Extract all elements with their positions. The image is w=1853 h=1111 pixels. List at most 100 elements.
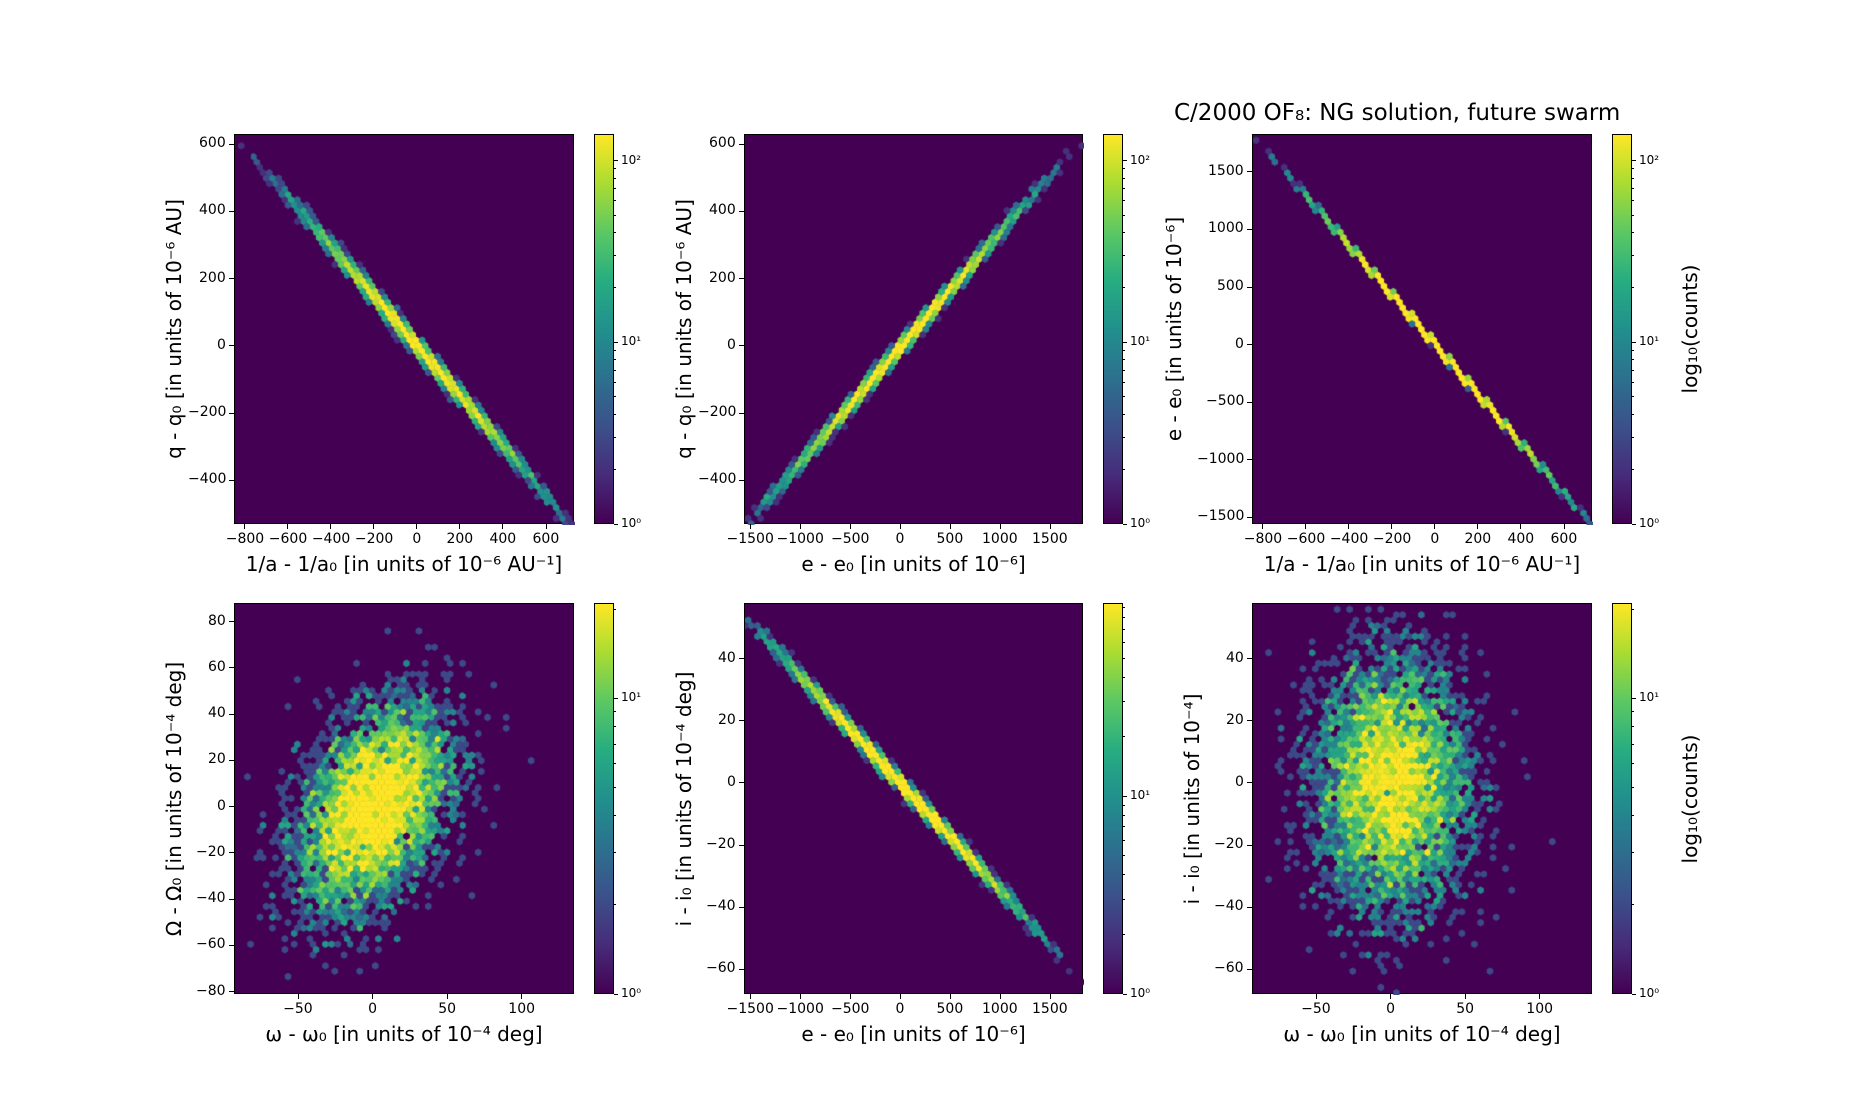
colorbar-minor-tick: [1123, 736, 1125, 738]
hexbin-panel-2: [744, 134, 1084, 525]
hexbin-panel-6: [1252, 603, 1593, 995]
x-axis-label: 1/a - 1/a₀ [in units of 10⁻⁶ AU⁻¹]: [245, 552, 563, 576]
x-tick-label: 500: [936, 531, 964, 547]
colorbar-minor-tick: [1123, 350, 1125, 352]
y-tick: [739, 720, 744, 722]
y-tick-label: 40: [1226, 649, 1244, 666]
y-tick-label: 600: [199, 135, 226, 152]
y-tick: [739, 782, 744, 784]
x-tick: [330, 524, 332, 529]
colorbar-minor-tick: [1123, 804, 1125, 806]
x-tick: [502, 524, 504, 529]
colorbar-minor-tick: [1123, 657, 1125, 659]
y-tick: [229, 667, 234, 669]
colorbar-tick-label: 10¹: [1130, 788, 1151, 803]
x-tick-label: 400: [489, 531, 517, 547]
colorbar-minor-tick: [614, 711, 616, 713]
y-tick: [229, 479, 234, 481]
y-tick: [229, 412, 234, 414]
colorbar-minor-tick: [1632, 177, 1634, 179]
x-tick-label: 200: [446, 531, 474, 547]
y-tick: [1247, 720, 1252, 722]
colorbar-minor-tick: [1123, 641, 1125, 643]
colorbar-minor-tick: [1632, 255, 1634, 257]
x-tick: [373, 524, 375, 529]
x-tick-label: 0: [895, 531, 905, 547]
y-tick-label: 0: [217, 336, 226, 353]
y-tick: [739, 968, 744, 970]
y-tick-label: 40: [718, 649, 736, 666]
y-tick: [739, 412, 744, 414]
colorbar-minor-tick: [1632, 743, 1634, 745]
y-tick-label: −1000: [1197, 450, 1245, 467]
hexbin-panel-1: [234, 134, 575, 525]
x-tick: [545, 524, 547, 529]
y-tick: [1247, 968, 1252, 970]
x-tick: [1305, 524, 1307, 529]
colorbar-minor-tick: [1123, 839, 1125, 841]
hexbin-panel-3: [1252, 134, 1593, 525]
x-tick-label: −400: [1329, 531, 1369, 547]
y-tick-label: −200: [698, 404, 737, 421]
x-tick: [1390, 994, 1392, 999]
colorbar-minor-tick: [1123, 676, 1125, 678]
colorbar-minor-tick: [1123, 359, 1125, 361]
colorbar-minor-tick: [1632, 468, 1634, 470]
x-tick: [1477, 524, 1479, 529]
figure-title: C/2000 OF₈: NG solution, future swarm: [1174, 100, 1621, 126]
y-tick: [739, 345, 744, 347]
y-tick: [229, 759, 234, 761]
x-axis-label: ω - ω₀ [in units of 10⁻⁴ deg]: [265, 1022, 543, 1046]
hexbin-plot: [235, 135, 575, 525]
x-tick: [999, 994, 1001, 999]
hexbin-plot: [235, 604, 575, 995]
y-axis-label: i - i₀ [in units of 10⁻⁴]: [1180, 693, 1204, 904]
colorbar-minor-tick: [1123, 628, 1125, 630]
colorbar-minor-tick: [614, 852, 616, 854]
x-tick-label: 0: [895, 1001, 905, 1017]
x-tick: [521, 994, 523, 999]
x-tick: [1539, 994, 1541, 999]
colorbar: [1103, 134, 1123, 524]
colorbar-minor-tick: [1123, 168, 1125, 170]
y-axis-label: e - e₀ [in units of 10⁻⁶]: [1162, 216, 1186, 442]
colorbar-tick: [614, 341, 618, 343]
y-tick: [1247, 344, 1252, 346]
colorbar-minor-tick: [1632, 726, 1634, 728]
x-tick-label: 0: [1386, 1001, 1396, 1017]
colorbar-tick-label: 10¹: [1130, 334, 1151, 349]
y-tick: [229, 210, 234, 212]
x-tick-label: −1000: [776, 531, 824, 547]
y-tick-label: −20: [196, 843, 226, 860]
y-tick-label: −40: [1214, 898, 1244, 915]
y-tick: [229, 345, 234, 347]
colorbar-minor-tick: [614, 815, 616, 817]
x-tick-label: −1500: [726, 1001, 774, 1017]
x-tick-label: 1000: [982, 531, 1018, 547]
colorbar-tick: [1632, 993, 1636, 995]
colorbar-minor-tick: [614, 200, 616, 202]
hexbin-plot: [1253, 604, 1593, 995]
y-tick: [229, 852, 234, 854]
colorbar-tick-label: 10⁰: [621, 516, 642, 530]
x-tick: [849, 524, 851, 529]
x-tick-label: 50: [1456, 1001, 1475, 1017]
y-tick-label: −1500: [1197, 508, 1245, 525]
colorbar: [1103, 603, 1123, 994]
colorbar-minor-tick: [1123, 200, 1125, 202]
colorbar-minor-tick: [614, 188, 616, 190]
colorbar-minor-tick: [1123, 188, 1125, 190]
colorbar-minor-tick: [614, 726, 616, 728]
y-tick-label: 0: [727, 336, 736, 353]
y-tick-label: 500: [1217, 278, 1244, 294]
x-tick-label: 500: [936, 1001, 964, 1017]
x-tick-label: 200: [1464, 531, 1492, 547]
colorbar-minor-tick: [1632, 359, 1634, 361]
colorbar-minor-tick: [1632, 396, 1634, 398]
y-tick: [739, 479, 744, 481]
x-tick-label: 600: [532, 531, 560, 547]
x-tick: [459, 524, 461, 529]
colorbar-minor-tick: [1632, 711, 1634, 713]
y-tick-label: 0: [1235, 773, 1244, 790]
colorbar-minor-tick: [1632, 287, 1634, 289]
